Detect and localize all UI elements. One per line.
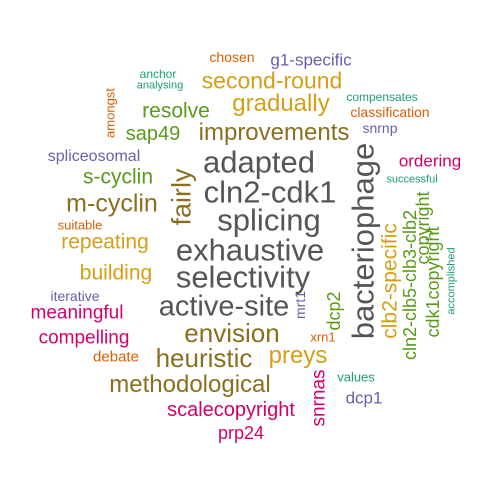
word-bacteriophage: bacteriophage bbox=[345, 142, 381, 340]
word-xrn1: xrn1 bbox=[310, 329, 336, 345]
word-classification: classification bbox=[350, 104, 430, 120]
word-prp24: prp24 bbox=[217, 423, 265, 443]
word-suitable: suitable bbox=[57, 217, 103, 233]
word-heuristic: heuristic bbox=[155, 343, 253, 373]
word-improvements: improvements bbox=[198, 119, 350, 146]
word-scalecopyright: scalecopyright bbox=[167, 399, 295, 421]
word-compelling: compelling bbox=[38, 327, 130, 349]
word-s-cyclin: s-cyclin bbox=[82, 165, 154, 189]
word-successful: successful bbox=[386, 173, 438, 186]
word-values: values bbox=[337, 369, 375, 385]
word-cdk1copyright: cdk1copyright bbox=[423, 226, 443, 338]
word-mrt1: mrt1 bbox=[292, 291, 308, 319]
word-meaningful: meaningful bbox=[30, 302, 124, 324]
word-g1-specific: g1-specific bbox=[270, 50, 352, 70]
word-compensates: compensates bbox=[346, 90, 418, 104]
word-clb2-specific: clb2-specific bbox=[378, 223, 402, 339]
word-methodological: methodological bbox=[109, 371, 271, 398]
word-splicing: splicing bbox=[217, 202, 321, 238]
word-cln2-cdk1: cln2-cdk1 bbox=[203, 174, 337, 210]
word-spliceosomal: spliceosomal bbox=[47, 148, 141, 165]
word-gradually: gradually bbox=[232, 90, 330, 117]
word-accomplished: accomplished bbox=[445, 247, 458, 315]
word-exhaustive: exhaustive bbox=[175, 232, 325, 268]
word-amongst: amongst bbox=[102, 88, 118, 138]
word-analysing: analysing bbox=[136, 79, 184, 92]
word-adapted: adapted bbox=[202, 144, 316, 180]
word-ordering: ordering bbox=[398, 151, 462, 171]
word-snrnas: snrnas bbox=[308, 369, 330, 427]
word-building: building bbox=[79, 261, 153, 285]
word-sap49: sap49 bbox=[125, 123, 181, 145]
word-preys: preys bbox=[268, 342, 328, 369]
word-dcp2: dcp2 bbox=[324, 291, 344, 331]
word-iterative: iterative bbox=[50, 288, 100, 304]
word-anchor: anchor bbox=[139, 67, 177, 81]
word-fairly: fairly bbox=[166, 168, 197, 226]
word-second-round: second-round bbox=[201, 67, 343, 94]
word-active-site: active-site bbox=[158, 290, 290, 323]
word-dcp1: dcp1 bbox=[345, 388, 383, 408]
word-debate: debate bbox=[93, 348, 139, 366]
word-snrnp: snrnp bbox=[362, 120, 398, 136]
word-envision: envision bbox=[184, 318, 280, 348]
word-resolve: resolve bbox=[142, 99, 210, 123]
word-m-cyclin: m-cyclin bbox=[66, 189, 158, 218]
word-repeating: repeating bbox=[61, 230, 149, 254]
word-chosen: chosen bbox=[209, 49, 255, 65]
word-selectivity: selectivity bbox=[175, 259, 311, 295]
